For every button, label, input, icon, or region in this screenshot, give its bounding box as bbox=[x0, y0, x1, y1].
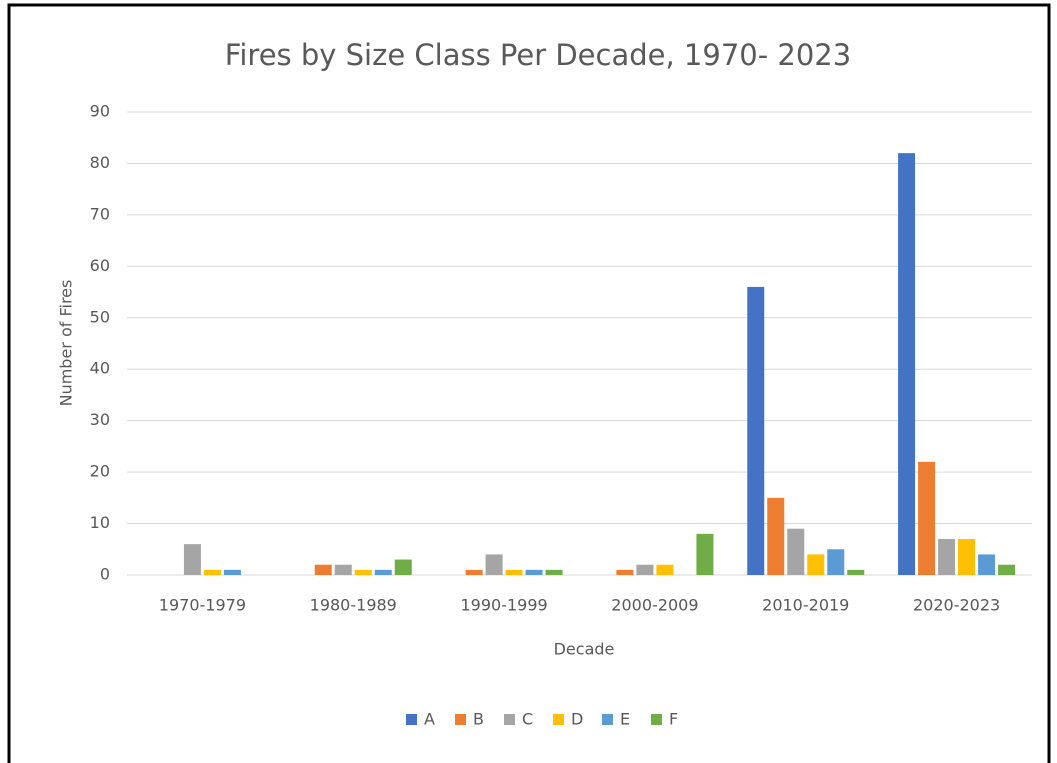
bar bbox=[354, 569, 372, 575]
x-tick-label: 2010-2019 bbox=[762, 596, 849, 615]
y-tick-label: 80 bbox=[90, 153, 110, 172]
bar bbox=[525, 569, 543, 575]
bar bbox=[505, 569, 523, 575]
legend-swatch bbox=[455, 714, 466, 725]
bar bbox=[223, 569, 241, 575]
bar bbox=[958, 538, 976, 575]
chart-frame bbox=[7, 3, 1051, 763]
legend-swatch bbox=[504, 714, 515, 725]
bar bbox=[767, 497, 785, 575]
x-tick-label: 2000-2009 bbox=[611, 596, 698, 615]
bar bbox=[747, 286, 765, 575]
legend-swatch bbox=[651, 714, 662, 725]
legend-label: B bbox=[473, 710, 484, 729]
y-tick-label: 50 bbox=[90, 307, 110, 326]
chart-title: Fires by Size Class Per Decade, 1970- 20… bbox=[225, 38, 851, 72]
bar bbox=[334, 564, 352, 575]
bar bbox=[203, 569, 221, 575]
y-tick-label: 70 bbox=[90, 204, 110, 223]
bar bbox=[696, 533, 714, 575]
bar bbox=[616, 569, 634, 575]
bar bbox=[847, 569, 865, 575]
bar bbox=[485, 554, 503, 575]
legend-label: A bbox=[424, 710, 435, 729]
x-tick-label: 2020-2023 bbox=[913, 596, 1000, 615]
legend-label: D bbox=[571, 710, 583, 729]
bar bbox=[314, 564, 332, 575]
bar bbox=[827, 549, 845, 575]
bar bbox=[998, 564, 1016, 575]
legend-label: F bbox=[669, 710, 678, 729]
y-tick-label: 30 bbox=[90, 410, 110, 429]
x-axis-label: Decade bbox=[554, 640, 615, 659]
legend-swatch bbox=[602, 714, 613, 725]
bar bbox=[545, 569, 563, 575]
x-tick-label: 1970-1979 bbox=[159, 596, 246, 615]
y-tick-label: 20 bbox=[90, 462, 110, 481]
bar bbox=[918, 461, 936, 575]
y-axis-label: Number of Fires bbox=[57, 280, 76, 407]
x-tick-label: 1990-1999 bbox=[460, 596, 547, 615]
legend-label: C bbox=[522, 710, 533, 729]
y-tick-label: 40 bbox=[90, 359, 110, 378]
legend-swatch bbox=[406, 714, 417, 725]
bar bbox=[656, 564, 674, 575]
bar bbox=[807, 554, 825, 575]
bar bbox=[394, 559, 412, 575]
bar bbox=[978, 554, 996, 575]
bar bbox=[898, 153, 916, 575]
legend-swatch bbox=[553, 714, 564, 725]
bar bbox=[938, 538, 956, 575]
y-tick-label: 90 bbox=[90, 102, 110, 121]
bar bbox=[465, 569, 483, 575]
legend-label: E bbox=[620, 710, 630, 729]
y-tick-label: 10 bbox=[90, 513, 110, 532]
x-tick-label: 1980-1989 bbox=[310, 596, 397, 615]
y-tick-label: 0 bbox=[100, 565, 110, 584]
bar bbox=[787, 528, 805, 575]
bar bbox=[183, 544, 201, 575]
y-tick-label: 60 bbox=[90, 256, 110, 275]
bar bbox=[636, 564, 654, 575]
bar bbox=[374, 569, 392, 575]
